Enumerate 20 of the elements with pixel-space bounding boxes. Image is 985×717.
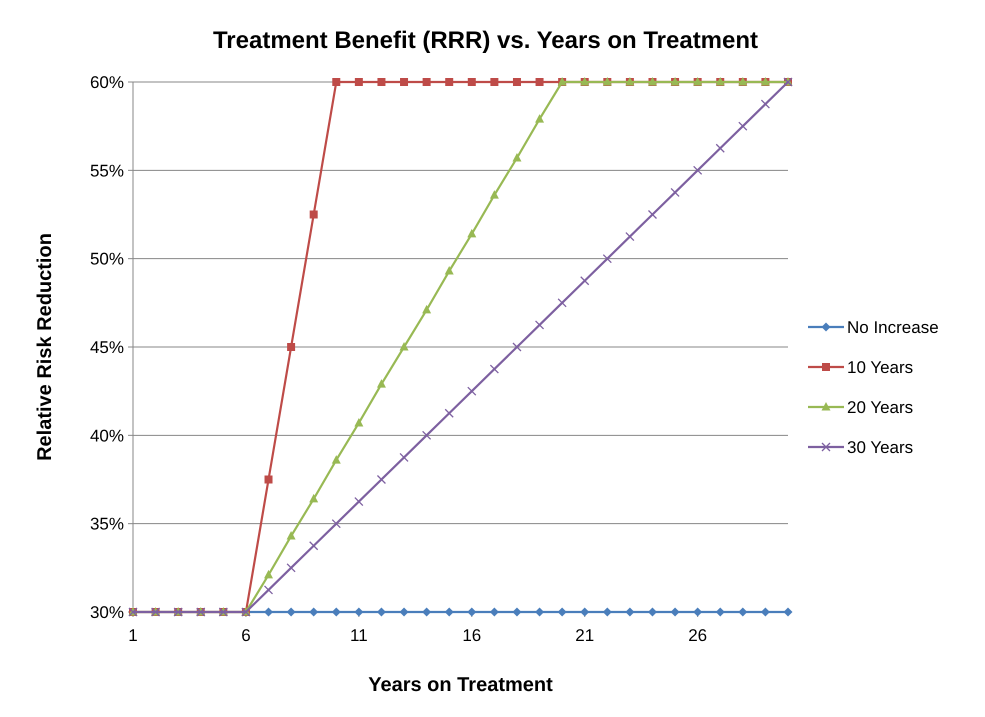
x-axis-title: Years on Treatment bbox=[368, 674, 554, 696]
legend-label: 20 Years bbox=[847, 398, 914, 417]
x-tick-label: 16 bbox=[462, 626, 482, 645]
legend-label: No Increase bbox=[847, 318, 939, 337]
y-tick-label: 30% bbox=[90, 602, 124, 622]
y-tick-label: 55% bbox=[90, 161, 124, 180]
x-tick-label: 21 bbox=[575, 626, 594, 645]
y-tick-label: 35% bbox=[90, 514, 124, 534]
y-tick-label: 40% bbox=[90, 426, 124, 446]
x-tick-label: 1 bbox=[128, 626, 138, 645]
legend-label: 10 Years bbox=[847, 358, 914, 377]
x-tick-label: 26 bbox=[688, 626, 708, 645]
chart-title: Treatment Benefit (RRR) vs. Years on Treatment bbox=[212, 27, 758, 54]
legend-label: 30 Years bbox=[847, 438, 914, 457]
y-tick-label: 60% bbox=[90, 72, 124, 92]
y-axis-title: Relative Risk Reduction bbox=[34, 233, 56, 461]
x-tick-label: 11 bbox=[350, 626, 368, 645]
x-tick-label: 6 bbox=[241, 626, 251, 645]
y-tick-label: 50% bbox=[90, 250, 124, 269]
y-tick-label: 45% bbox=[90, 338, 124, 357]
